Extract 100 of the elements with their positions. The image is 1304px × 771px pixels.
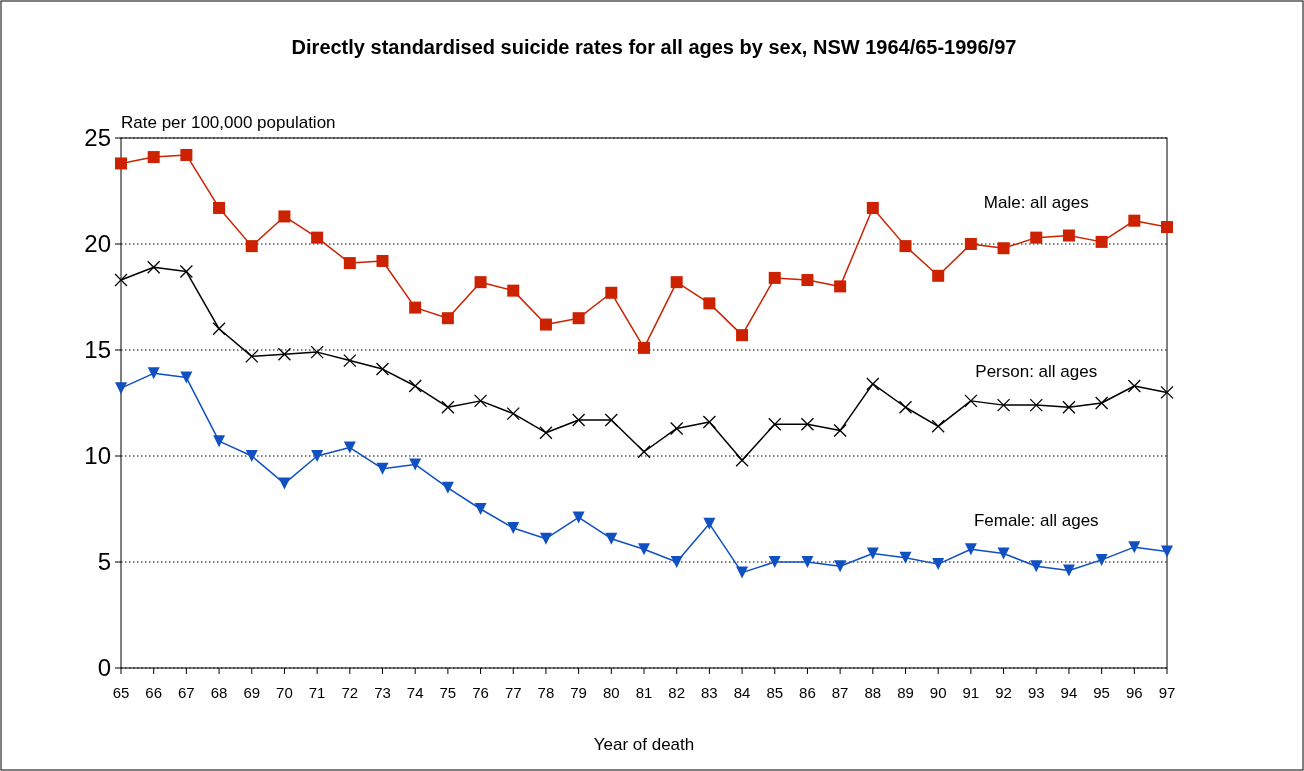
point	[343, 441, 356, 454]
point	[147, 151, 160, 164]
point	[1062, 400, 1076, 414]
point	[638, 543, 650, 556]
point	[931, 419, 945, 433]
x-tick-label: 97	[1158, 684, 1176, 701]
x-tick-label: 89	[897, 684, 914, 701]
point	[768, 556, 781, 568]
x-tick-label: 65	[112, 684, 130, 701]
point	[834, 560, 847, 573]
point	[996, 398, 1011, 412]
point	[670, 276, 683, 289]
point	[408, 379, 422, 393]
point	[834, 280, 847, 293]
x-tick-label: 73	[374, 684, 391, 701]
point	[539, 318, 552, 331]
series-label: Person: all ages	[975, 362, 1098, 382]
point	[539, 532, 552, 545]
point	[179, 264, 194, 279]
point	[637, 445, 651, 459]
point	[180, 148, 193, 161]
x-tick-label: 81	[635, 684, 653, 701]
x-tick-label: 74	[406, 684, 424, 701]
x-tick-label: 79	[570, 684, 587, 701]
point	[702, 415, 717, 429]
point	[800, 417, 815, 431]
point	[115, 157, 127, 170]
point	[245, 450, 258, 462]
point	[866, 377, 880, 391]
x-tick-label: 88	[864, 684, 882, 701]
x-tick-label: 70	[276, 684, 293, 701]
x-axis-title: Year of death	[593, 735, 695, 754]
point	[212, 322, 226, 336]
y-tick-label: 10	[84, 442, 111, 470]
point	[1128, 541, 1141, 554]
point	[114, 273, 128, 287]
x-tick-label: 71	[308, 684, 326, 701]
x-tick-label: 92	[995, 684, 1012, 701]
point	[768, 417, 782, 431]
point	[376, 462, 389, 475]
point	[801, 274, 814, 287]
point	[343, 353, 357, 368]
point	[507, 284, 520, 297]
point	[605, 286, 618, 299]
point	[441, 481, 454, 494]
point	[833, 423, 847, 438]
point	[572, 511, 585, 524]
point	[409, 301, 422, 314]
point	[1161, 545, 1173, 558]
point	[899, 551, 912, 564]
series-label: Male: all ages	[983, 192, 1089, 212]
point	[1029, 398, 1043, 412]
point	[997, 242, 1010, 255]
point	[1161, 221, 1173, 234]
x-tick-label: 78	[537, 684, 555, 701]
x-tick-label: 80	[602, 684, 620, 701]
x-tick-label: 66	[145, 684, 163, 701]
point	[964, 543, 977, 556]
point	[964, 238, 977, 250]
x-tick-label: 67	[178, 684, 195, 701]
x-tick-label: 85	[766, 684, 784, 701]
point	[310, 345, 324, 359]
point	[115, 382, 127, 395]
point	[997, 547, 1010, 560]
chart-title: Directly standardised suicide rates for all ages by sex, NSW 1964/65-1996/97	[291, 36, 1017, 58]
point	[311, 450, 324, 462]
point	[1030, 231, 1043, 244]
point	[539, 426, 553, 440]
point	[473, 394, 488, 408]
point	[964, 394, 978, 408]
point	[213, 435, 226, 448]
point	[1062, 564, 1075, 577]
point	[605, 532, 618, 545]
point	[278, 477, 291, 490]
point	[409, 458, 422, 471]
y-tick-label: 20	[84, 230, 111, 258]
x-tick-label: 77	[504, 684, 522, 701]
point	[376, 254, 389, 267]
x-tick-label: 94	[1060, 684, 1078, 701]
point	[899, 240, 912, 253]
point	[180, 371, 193, 384]
point	[932, 558, 945, 571]
y-tick-label: 0	[97, 654, 111, 682]
point	[441, 400, 455, 414]
point	[507, 522, 520, 535]
x-tick-label: 93	[1027, 684, 1045, 701]
x-tick-label: 90	[929, 684, 947, 701]
point	[147, 260, 161, 274]
x-tick-label: 84	[733, 684, 751, 701]
point	[736, 566, 749, 579]
point	[278, 210, 291, 223]
point	[1094, 396, 1109, 410]
point	[571, 413, 586, 427]
point	[735, 453, 749, 467]
point	[375, 362, 390, 376]
point	[866, 201, 879, 214]
point	[1160, 385, 1174, 400]
point	[866, 547, 879, 560]
x-tick-label: 95	[1093, 684, 1110, 701]
x-tick-label: 87	[831, 684, 849, 701]
